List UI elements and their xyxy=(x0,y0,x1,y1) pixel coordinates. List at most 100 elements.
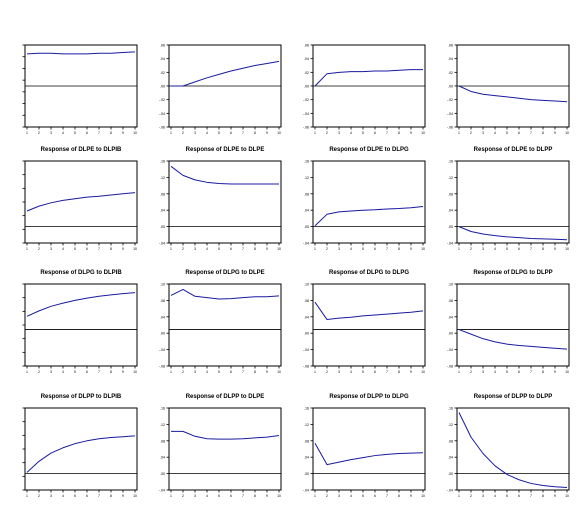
x-tick-label: 4 xyxy=(350,131,352,135)
x-tick-label: 6 xyxy=(86,131,88,135)
x-tick-label: 9 xyxy=(122,131,124,135)
x-tick-label: 10 xyxy=(421,494,425,498)
x-tick-label: 3 xyxy=(50,247,52,251)
x-tick-label: 1 xyxy=(458,131,460,135)
x-tick-label: 3 xyxy=(338,131,340,135)
x-tick-label: 7 xyxy=(530,131,532,135)
y-tick-label: .02 xyxy=(448,71,453,75)
x-tick-label: 7 xyxy=(530,247,532,251)
x-tick-label: 10 xyxy=(133,494,137,498)
x-tick-label: 9 xyxy=(410,370,412,374)
y-tick-label: .00 xyxy=(160,85,165,89)
x-tick-label: 10 xyxy=(421,131,425,135)
x-tick-label: 1 xyxy=(26,131,28,135)
x-tick-label: 8 xyxy=(110,494,112,498)
panel-title: Response of DLPP to DLPE xyxy=(186,394,265,400)
y-tick-label: .04 xyxy=(304,456,309,460)
x-tick-label: 4 xyxy=(206,494,208,498)
x-tick-label: 4 xyxy=(494,247,496,251)
x-tick-label: 8 xyxy=(110,370,112,374)
x-tick-label: 1 xyxy=(314,131,316,135)
x-tick-label: 3 xyxy=(338,247,340,251)
x-tick-label: 10 xyxy=(277,494,281,498)
x-tick-label: 4 xyxy=(62,494,64,498)
x-tick-label: 2 xyxy=(38,494,40,498)
x-tick-label: 8 xyxy=(398,247,400,251)
y-tick-label: .08 xyxy=(304,439,309,443)
y-tick-label: .00 xyxy=(448,332,453,336)
x-tick-label: 4 xyxy=(206,131,208,135)
plot-frame xyxy=(456,407,570,491)
x-tick-label: 2 xyxy=(38,370,40,374)
y-tick-label: .12 xyxy=(448,423,453,427)
x-tick-label: 10 xyxy=(133,131,137,135)
x-tick-label: 10 xyxy=(277,370,281,374)
y-tick-label: .04 xyxy=(160,315,165,319)
x-tick-label: 1 xyxy=(170,494,172,498)
x-tick-label: 3 xyxy=(50,494,52,498)
x-tick-label: 1 xyxy=(170,131,172,135)
y-tick-label: .12 xyxy=(304,176,309,180)
irf-panel-11: Response of DLPG to DLPG .10 .08 .04 .00 -.04… xyxy=(303,270,426,374)
x-tick-label: 1 xyxy=(170,247,172,251)
y-tick-label: .04 xyxy=(160,57,165,61)
x-tick-label: 4 xyxy=(206,370,208,374)
plot-frame xyxy=(456,160,570,244)
x-tick-label: 6 xyxy=(230,131,232,135)
y-tick-label: .08 xyxy=(160,439,165,443)
x-tick-label: 1 xyxy=(26,370,28,374)
x-tick-label: 5 xyxy=(74,131,76,135)
y-tick-label: .04 xyxy=(304,209,309,213)
x-tick-label: 8 xyxy=(542,247,544,251)
x-tick-label: 5 xyxy=(362,247,364,251)
y-tick-label: -.02 xyxy=(159,98,165,102)
x-tick-label: 6 xyxy=(230,494,232,498)
plot-frame xyxy=(168,160,282,244)
y-tick-label: -.08 xyxy=(303,365,309,369)
plot-frame xyxy=(168,407,282,491)
irf-panel-16: Response of DLPP to DLPP .16 .12 .08 .04 .00 -… xyxy=(447,394,570,498)
y-tick-label: -.04 xyxy=(159,112,165,116)
x-tick-label: 6 xyxy=(374,247,376,251)
irf-panel-3: .06 .04 .02 .00 -.02 -.04 -.06 1 2 3 4 5 6 7 8 9 10 xyxy=(303,44,426,135)
x-tick-label: 2 xyxy=(326,494,328,498)
irf-panel-1: 1 2 3 4 5 6 7 8 9 10 xyxy=(22,44,138,135)
irf-panel-7: Response of DLPE to DLPG .16 .12 .08 .04 .00 -… xyxy=(303,147,426,251)
x-tick-label: 9 xyxy=(554,247,556,251)
panel-title: Response of DLPE to DLPE xyxy=(186,147,265,153)
response-line xyxy=(458,329,568,350)
x-tick-label: 8 xyxy=(254,247,256,251)
panel-title: Response of DLPE to DLPIB xyxy=(41,147,122,153)
x-tick-label: 9 xyxy=(266,494,268,498)
x-tick-label: 7 xyxy=(242,494,244,498)
irf-panel-13: Response of DLPP to DLPIB 1 2 3 4 5 6 7 8 9 10 xyxy=(22,394,138,498)
plot-frame xyxy=(312,407,426,491)
y-tick-label: .06 xyxy=(304,44,309,48)
x-tick-label: 6 xyxy=(374,131,376,135)
panel-title: Response of DLPP to DLPIB xyxy=(41,394,122,400)
response-line xyxy=(171,60,280,87)
x-tick-label: 2 xyxy=(182,131,184,135)
x-tick-label: 2 xyxy=(182,370,184,374)
x-tick-label: 2 xyxy=(326,247,328,251)
y-tick-label: .04 xyxy=(448,57,453,61)
y-tick-label: .04 xyxy=(448,315,453,319)
y-tick-label: .16 xyxy=(304,160,309,164)
y-tick-label: .08 xyxy=(304,299,309,303)
y-tick-label: .08 xyxy=(304,192,309,196)
x-tick-label: 3 xyxy=(482,131,484,135)
plot-frame xyxy=(24,160,138,244)
x-tick-label: 4 xyxy=(62,247,64,251)
y-tick-label: -.04 xyxy=(303,242,309,246)
irf-panel-12: Response of DLPG to DLPP .10 .08 .04 .00 -.04… xyxy=(447,270,570,374)
x-tick-label: 8 xyxy=(398,494,400,498)
irf-panel-4: .06 .04 .02 .00 -.02 -.04 -.06 1 2 3 4 5 6 7 8 9 10 xyxy=(447,44,570,135)
x-tick-label: 7 xyxy=(386,370,388,374)
x-tick-label: 10 xyxy=(133,370,137,374)
plot-frame xyxy=(312,160,426,244)
x-tick-label: 10 xyxy=(133,247,137,251)
y-tick-label: -.02 xyxy=(447,98,453,102)
x-tick-label: 6 xyxy=(518,494,520,498)
x-tick-label: 3 xyxy=(482,247,484,251)
